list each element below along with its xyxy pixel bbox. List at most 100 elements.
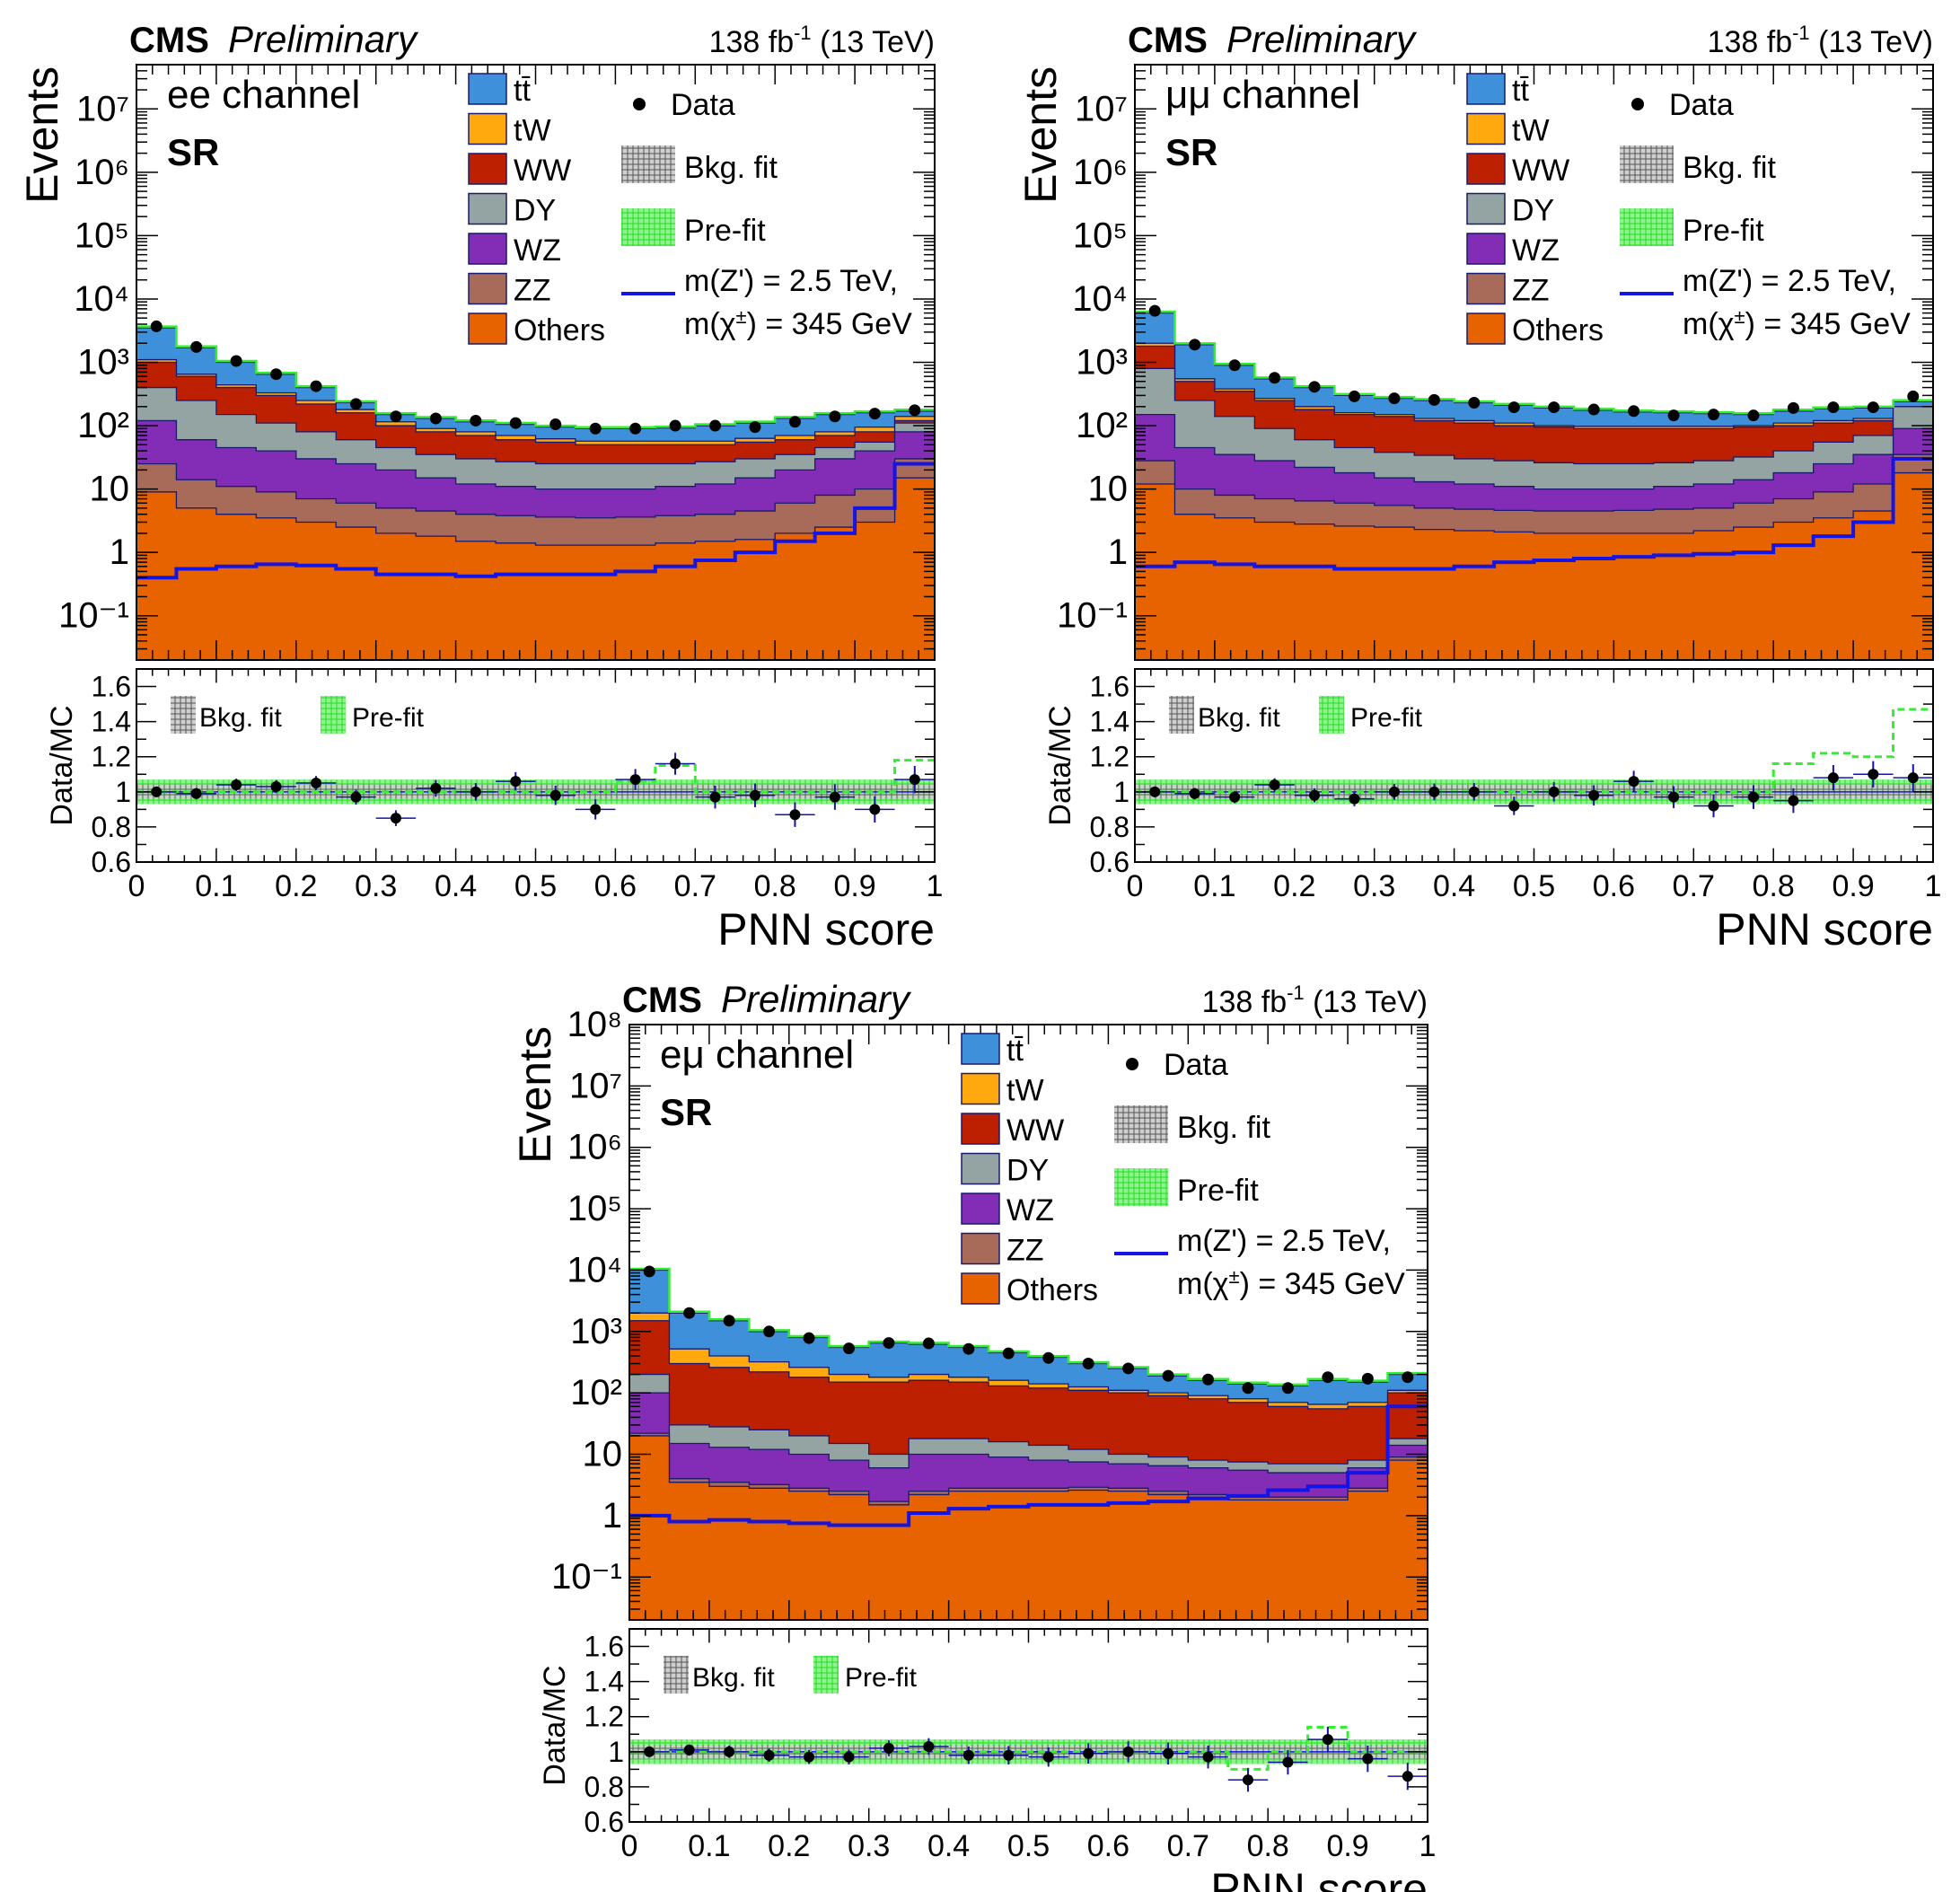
ratio-y-tick-label: 1.4: [584, 1666, 624, 1698]
legend-swatch-tt: [468, 73, 507, 105]
ratio-frame: [1134, 668, 1934, 863]
data-point: [1388, 392, 1401, 405]
data-point: [1202, 1373, 1215, 1386]
data-point: [1548, 401, 1560, 414]
data-point: [1308, 381, 1321, 393]
data-point: [669, 419, 681, 432]
ratio-y-tick-label: 1.4: [1090, 706, 1129, 738]
channel-label: ee channel: [167, 73, 360, 117]
y-tick-label: 10⁴: [567, 1250, 622, 1289]
ratio-y-tick-label: 0.6: [1090, 846, 1129, 878]
ratio-pad: [1135, 708, 1933, 818]
ratio-data-point: [1202, 1751, 1214, 1763]
prefit-total-line: [136, 325, 935, 429]
main-pad: [629, 1265, 1428, 1620]
ratio-legend-bkgfit-swatch: [1169, 696, 1194, 734]
legend-data-label: Data: [1164, 1048, 1228, 1082]
region-label: SR: [167, 131, 219, 173]
ratio-data-point: [629, 774, 641, 786]
ratio-y-tick-label: 0.6: [584, 1806, 624, 1838]
legend-label-ww: WW: [1006, 1113, 1064, 1148]
x-tick-label: 0: [128, 869, 145, 903]
ratio-data-point: [1282, 1756, 1294, 1768]
ratio-pad: [136, 752, 935, 827]
ratio-legend-bkgfit-label: Bkg. fit: [692, 1663, 775, 1693]
ratio-data-point: [1508, 800, 1520, 812]
ratio-y-tick-label: 1.4: [92, 706, 131, 738]
legend-label-ww: WW: [514, 154, 571, 188]
data-point: [390, 410, 402, 423]
y-tick-label: 10²: [77, 406, 129, 445]
y-tick-label: 10⁻¹: [58, 596, 129, 636]
data-point: [1747, 409, 1760, 422]
y-tick-label: 10⁴: [1072, 279, 1128, 319]
ratio-y-tick-label: 0.8: [1090, 811, 1129, 843]
data-point: [1162, 1369, 1174, 1382]
y-tick-label: 1: [110, 532, 129, 572]
legend-label-dy: DY: [1006, 1154, 1049, 1188]
legend-label-tw: tW: [514, 114, 551, 148]
signal-line: [1135, 456, 1933, 571]
legend-label-tw: tW: [1512, 114, 1550, 148]
ratio-data-point: [1747, 791, 1759, 803]
data-point: [629, 422, 642, 435]
legend-label-others: Others: [514, 313, 605, 348]
legend-data-marker: [1631, 98, 1644, 110]
ratio-legend-bkgfit-swatch: [664, 1656, 689, 1694]
data-point: [509, 417, 522, 429]
ratio-data-point: [1003, 1749, 1015, 1761]
data-point: [1708, 409, 1720, 421]
x-tick-label: 0.3: [848, 1829, 890, 1863]
ratio-y-axis-title: Data/MC: [538, 1665, 572, 1785]
x-tick-label: 0.1: [195, 869, 237, 903]
data-point: [270, 368, 283, 381]
data-point: [1428, 393, 1440, 406]
ratio-data-point: [1827, 772, 1839, 784]
legend-swatch-ww: [468, 153, 507, 185]
ratio-data-point: [1163, 1747, 1174, 1759]
legend-data-marker: [633, 98, 646, 110]
ratio-data-point: [1309, 789, 1321, 801]
ratio-data-point: [1149, 786, 1161, 797]
y-tick-label: 10²: [1076, 406, 1128, 445]
x-tick-label: 1: [1419, 1829, 1437, 1863]
legend-label-wz: WZ: [514, 233, 561, 268]
legend-signal-label-2: m(χ±) = 345 GeV: [1177, 1265, 1405, 1301]
preliminary-label: Preliminary: [1226, 18, 1418, 60]
data-point: [1667, 409, 1680, 422]
ratio-data-point: [789, 809, 801, 821]
ratio-data-point: [390, 813, 401, 824]
x-tick-label: 0.1: [1193, 869, 1235, 903]
ratio-data-point: [510, 776, 522, 788]
legend-swatch-ww: [961, 1113, 1000, 1145]
data-point: [842, 1342, 855, 1355]
prefit-ratio-line: [1135, 708, 1933, 794]
y-tick-label: 10⁷: [569, 1066, 622, 1105]
legend-prefit-swatch: [621, 208, 675, 246]
legend-swatch-zz: [961, 1232, 1000, 1265]
legend-prefit-swatch: [1620, 208, 1674, 246]
data-point: [1867, 401, 1879, 414]
signal-line: [629, 1404, 1428, 1527]
ratio-data-point: [1708, 800, 1719, 812]
ratio-y-tick-label: 1: [608, 1736, 624, 1768]
ratio-data-point: [1388, 786, 1400, 797]
legend-swatch-ww: [1466, 153, 1506, 185]
y-axis-title: Events: [510, 1026, 560, 1164]
data-point: [1402, 1371, 1414, 1384]
ratio-y-tick-label: 1.2: [584, 1701, 624, 1733]
legend-label-tt: tt̄: [1006, 1034, 1024, 1068]
legend-label-ww: WW: [1512, 154, 1569, 188]
chart-panel-1: 10⁻¹11010²10³10⁴10⁵10⁶10⁷0.60.811.21.41.…: [17, 18, 943, 955]
ratio-data-point: [843, 1751, 855, 1763]
lumi-label: 138 fb-1 (13 TeV): [1708, 22, 1933, 59]
ratio-data-point: [763, 1749, 775, 1761]
y-tick-label: 10⁶: [1073, 153, 1128, 192]
cms-label: CMS: [1128, 21, 1208, 60]
ratio-data-point: [1229, 791, 1241, 803]
ratio-data-point: [1548, 786, 1560, 797]
legend-swatch-tw: [1466, 112, 1506, 145]
legend-signal-label-2: m(χ±) = 345 GeV: [684, 305, 912, 341]
legend-label-zz: ZZ: [514, 274, 551, 308]
data-point: [1322, 1371, 1334, 1384]
